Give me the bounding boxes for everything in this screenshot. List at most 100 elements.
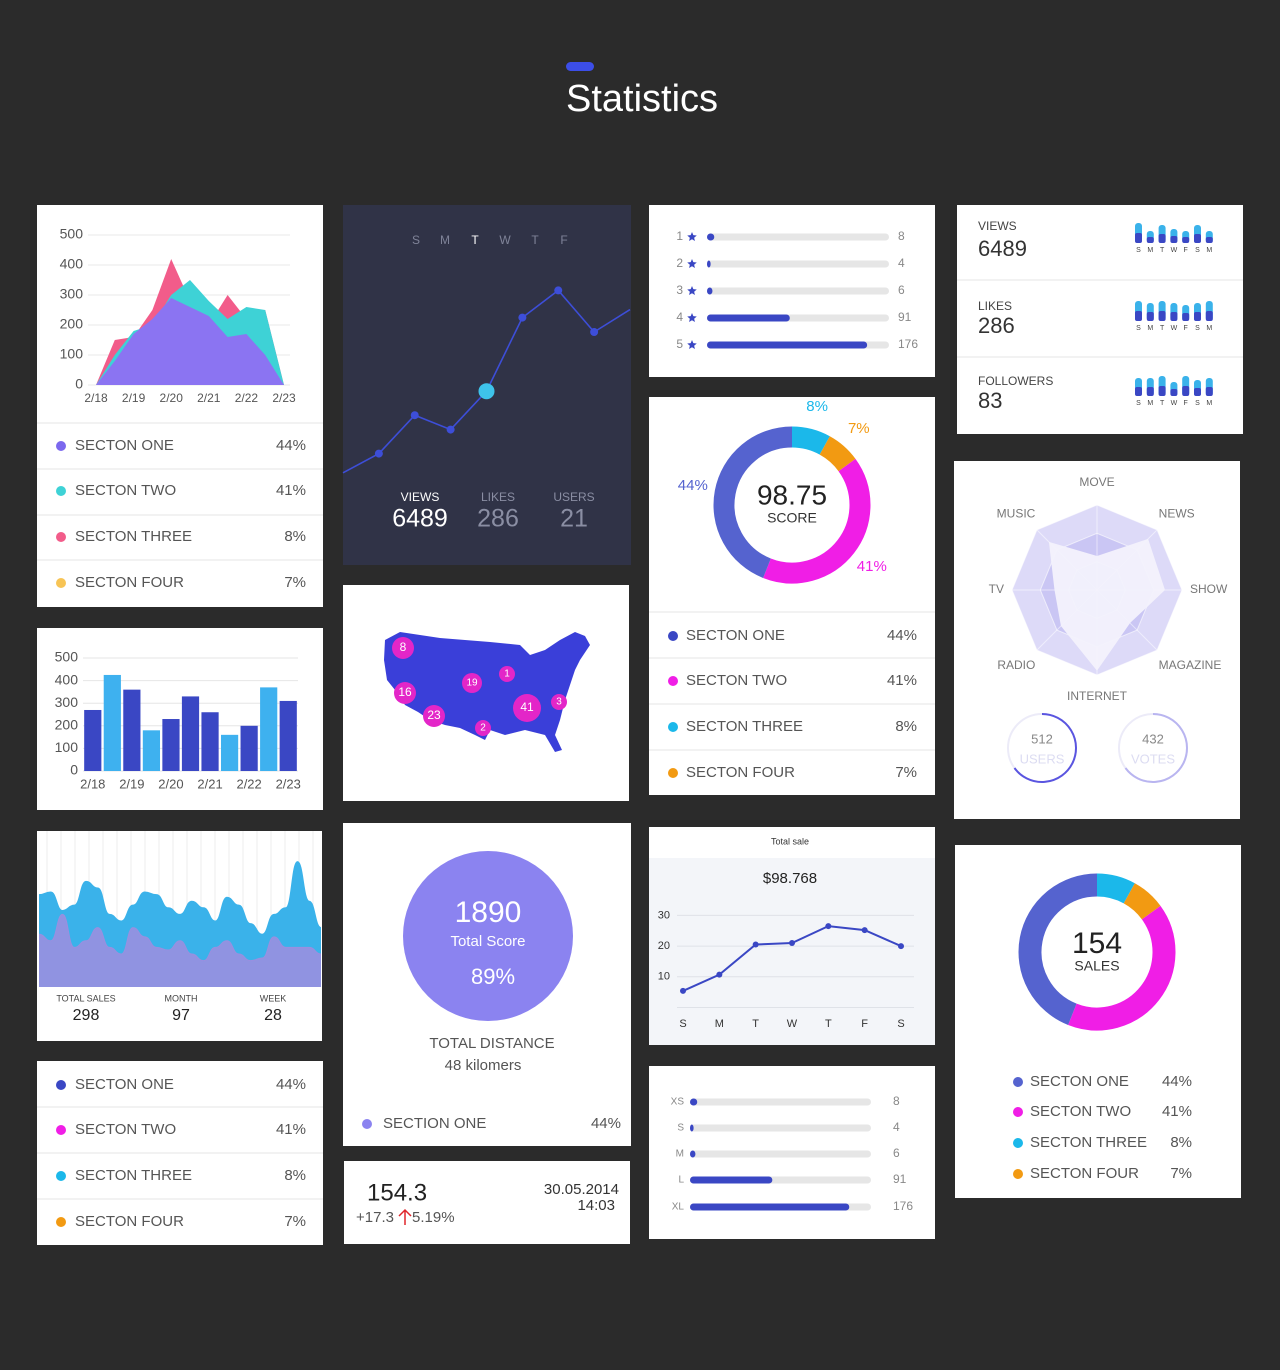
legend-dot: [56, 1080, 66, 1090]
center-label: SALES: [1074, 958, 1119, 974]
donut-segment: [1096, 873, 1135, 904]
mini-bar-base: [1194, 388, 1201, 396]
legend-value: 7%: [895, 764, 917, 781]
bar-track: [707, 287, 889, 295]
y-tick-label: 30: [658, 909, 670, 921]
day-label: S: [1136, 247, 1141, 254]
y-tick-label: 200: [60, 316, 84, 332]
score-label: Total Score: [450, 933, 525, 950]
x-tick-label: 2/18: [80, 776, 105, 791]
day-label: W: [1171, 247, 1178, 254]
stat-value: 6489: [978, 236, 1027, 261]
x-tick-label: M: [715, 1018, 724, 1030]
legend-label: SECTON ONE: [75, 1076, 174, 1093]
bar: [707, 260, 711, 268]
map-bubble: [513, 694, 541, 722]
bar: [103, 674, 121, 771]
y-tick-label: 300: [60, 286, 84, 302]
value-label: 91: [898, 310, 912, 324]
stat-value: 6489: [392, 505, 448, 533]
bar: [690, 1124, 694, 1132]
x-tick-label: T: [752, 1018, 759, 1030]
legend-label: SECTON THREE: [686, 718, 803, 735]
distance-value: 48 kilomers: [445, 1057, 522, 1074]
bar: [690, 1150, 696, 1158]
bar: [201, 712, 219, 771]
mini-bar-base: [1135, 387, 1142, 396]
bubble-label: 19: [466, 678, 478, 689]
legend-label: SECTON FOUR: [1030, 1165, 1139, 1182]
x-tick-label: 2/22: [236, 776, 261, 791]
point: [825, 923, 832, 930]
legend-label: SECTON FOUR: [75, 574, 184, 591]
bar: [279, 700, 297, 771]
star-icon: [687, 340, 697, 350]
legend-dot: [1013, 1107, 1023, 1117]
area: [96, 298, 284, 385]
bar: [690, 1203, 850, 1211]
legend-value: 41%: [276, 1121, 306, 1138]
bar: [690, 1176, 773, 1184]
y-tick-label: 400: [55, 671, 79, 687]
legend-value: 7%: [284, 1213, 306, 1230]
point: [410, 411, 419, 420]
bubble-label: 8: [400, 640, 407, 654]
bubble-label: 41: [520, 700, 534, 714]
legend-dot: [56, 441, 66, 451]
stat-label: FOLLOWERS: [978, 374, 1053, 388]
wave-fill: [39, 914, 321, 987]
ticker-date: 30.05.2014: [544, 1181, 619, 1198]
radar-data: [1048, 538, 1165, 671]
panel: [649, 397, 935, 795]
value-label: 6: [898, 283, 905, 297]
day-label: W: [1171, 400, 1178, 407]
x-tick-label: S: [897, 1018, 904, 1030]
category-label: 3: [676, 283, 683, 297]
legend-value: 8%: [284, 528, 306, 545]
point: [789, 940, 795, 946]
axis-label: MAGAZINE: [1159, 658, 1222, 672]
mini-bar-base: [1158, 234, 1166, 243]
legend-label: SECTON FOUR: [75, 1213, 184, 1230]
star-icon: [687, 313, 697, 323]
legend-label: SECTON ONE: [686, 627, 785, 644]
bar: [220, 734, 239, 771]
axis-label: INTERNET: [1067, 689, 1128, 703]
mini-bar-base: [1158, 311, 1166, 321]
mini-bar-base: [1182, 386, 1190, 396]
day-label: T: [1160, 247, 1165, 254]
value-label: 44%: [678, 477, 708, 494]
value-label: 91: [893, 1172, 907, 1186]
day-label: S: [412, 233, 420, 247]
stat-value: 97: [172, 1007, 190, 1024]
page-title: Statistics: [566, 78, 718, 120]
value-label: 176: [893, 1199, 913, 1213]
day-label: F: [1184, 247, 1188, 254]
bubble-label: 3: [556, 697, 562, 708]
day-label: T: [1160, 325, 1165, 332]
day-label: S: [1195, 400, 1200, 407]
point: [374, 449, 383, 458]
y-tick-label: 400: [60, 256, 84, 272]
score-value: 1890: [455, 896, 522, 929]
value-label: 4: [893, 1120, 900, 1134]
y-tick-label: 300: [55, 694, 79, 710]
star-icon: [687, 259, 697, 269]
y-tick-label: 100: [60, 346, 84, 362]
stat-label: LIKES: [481, 490, 515, 504]
bar: [707, 341, 868, 349]
point: [752, 941, 759, 948]
stat-label: MONTH: [165, 993, 198, 1003]
legend-value: 8%: [895, 718, 917, 735]
value-label: 4: [898, 256, 905, 270]
up-arrow: [398, 1208, 412, 1225]
bar-track: [690, 1124, 871, 1132]
legend-dot: [668, 676, 678, 686]
category-label: 4: [676, 310, 683, 324]
ticker-value: 154.3: [367, 1179, 427, 1206]
donut-segment: [713, 426, 793, 578]
category-label: L: [678, 1175, 684, 1186]
category-label: 5: [676, 337, 683, 351]
bubble-label: 2: [480, 723, 486, 734]
legend-value: 41%: [1162, 1103, 1192, 1120]
